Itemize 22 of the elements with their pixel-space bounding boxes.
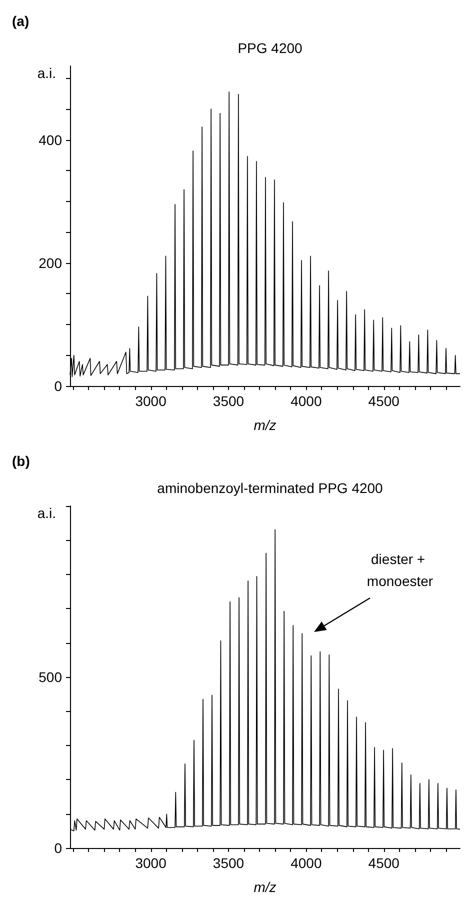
x-axis-title: m/z [254,417,276,433]
text: (a) [12,13,30,29]
x-tick-label: 4000 [290,855,322,871]
text: (b) [12,453,30,469]
x-tick-label: 4500 [368,855,400,871]
y-tick-label: 500 [38,669,62,685]
y-tick-label: 200 [38,254,62,271]
chart-title: aminobenzoyl-terminated PPG 4200 [157,480,384,496]
y-tick-label: 400 [38,132,62,148]
x-tick-label: 3000 [135,855,167,871]
x-tick-label: 3500 [212,855,244,871]
chart-title: PPG 4200 [238,40,303,56]
x-tick-label: 4000 [290,393,322,409]
annotation: diester + monoester [366,551,434,589]
x-tick-label: 4500 [368,393,400,409]
y-tick-label: 0 [54,378,62,394]
y-tick-label: 0 [54,840,62,856]
y-axis-title: a.i. [37,505,56,521]
y-axis-title: a.i. [37,65,56,81]
x-tick-label: 3500 [212,393,244,409]
x-axis-title: m/z [254,879,276,895]
x-tick-label: 3000 [135,393,167,409]
